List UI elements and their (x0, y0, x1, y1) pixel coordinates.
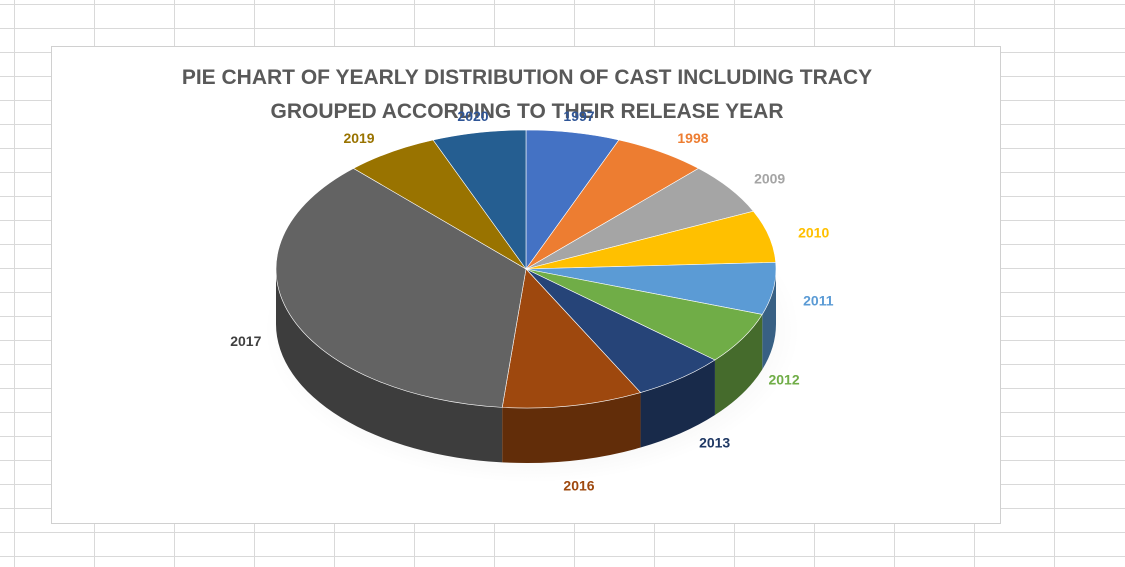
pie-slice-2016[interactable] (501, 268, 642, 409)
data-label-2010: 2010 (798, 224, 829, 240)
chart-title: PIE CHART OF YEARLY DISTRIBUTION OF CAST… (52, 61, 1002, 129)
pie-side-2016 (502, 392, 641, 464)
data-label-2011: 2011 (803, 292, 834, 308)
data-label-1998: 1998 (677, 130, 708, 146)
pie-chart: 1997 1998 2009 2010 2011 2012 2013 2016 2017 2019… (230, 108, 834, 494)
data-label-2013: 2013 (699, 434, 730, 450)
data-label-2012: 2012 (768, 371, 799, 387)
pie-side-2017 (276, 269, 503, 463)
pie-slice-2017[interactable] (275, 168, 527, 408)
chart-title-line-1: PIE CHART OF YEARLY DISTRIBUTION OF CAST… (181, 66, 873, 89)
data-label-2017: 2017 (230, 333, 261, 349)
data-label-1997: 1997 (563, 108, 594, 124)
pie-side-2011 (762, 269, 776, 370)
pie-side-2012 (714, 314, 763, 416)
chart-title-line-2: GROUPED ACCORDING TO THEIR RELEASE YEAR (270, 100, 784, 123)
data-label-2009: 2009 (754, 171, 785, 187)
chart-area[interactable]: PIE CHART OF YEARLY DISTRIBUTION OF CAST… (51, 46, 1001, 524)
data-label-2019: 2019 (343, 130, 374, 146)
data-label-2020: 2020 (457, 108, 488, 124)
data-label-2016: 2016 (563, 478, 594, 494)
pie-side-2013 (640, 360, 715, 448)
pie-slice-2020[interactable] (432, 129, 527, 270)
